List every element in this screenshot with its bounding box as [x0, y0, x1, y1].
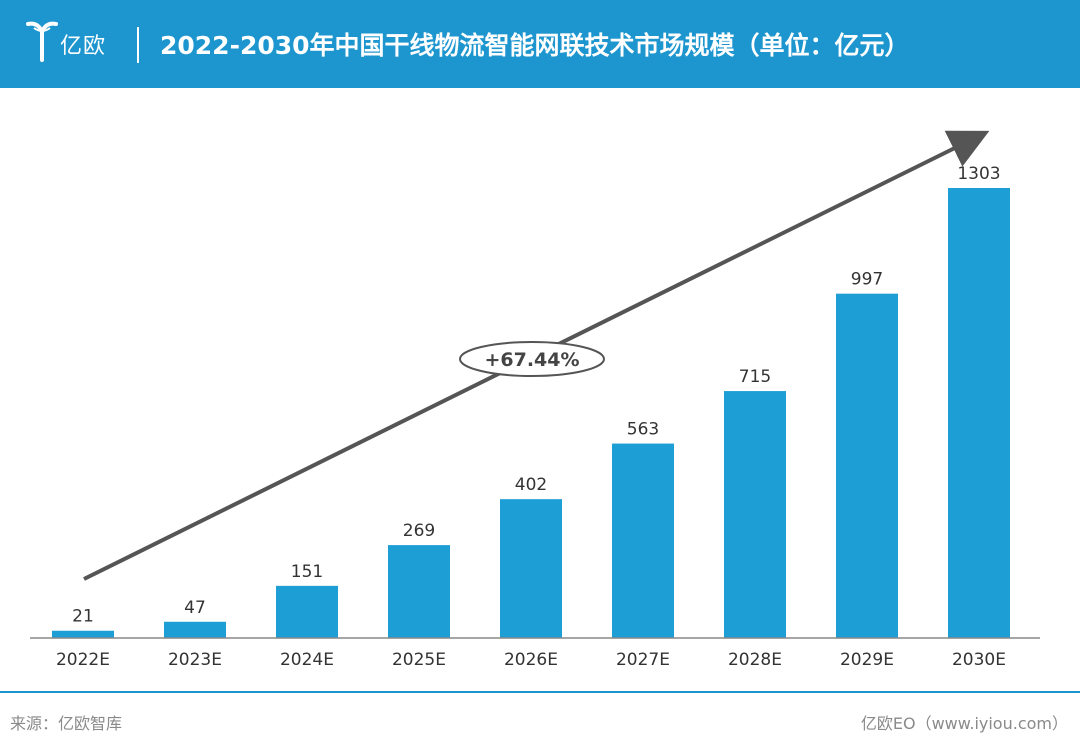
- bar-2024E: [276, 585, 338, 638]
- value-label-2026E: 402: [515, 475, 547, 495]
- logo-text: 亿欧: [60, 34, 107, 59]
- footer-divider: [0, 691, 1080, 693]
- value-label-2023E: 47: [184, 598, 206, 618]
- credit-note: 亿欧EO（www.iyiou.com）: [860, 714, 1068, 733]
- x-tick-2030E: 2030E: [952, 650, 1006, 670]
- x-tick-2023E: 2023E: [168, 650, 222, 670]
- value-label-2024E: 151: [291, 562, 323, 582]
- bars-group: 21 47 151 269 402 563 715 997 1303: [52, 164, 1010, 638]
- header-divider: [137, 27, 139, 63]
- x-tick-2026E: 2026E: [504, 650, 558, 670]
- growth-annotation: +67.44%: [484, 349, 579, 371]
- value-label-2025E: 269: [403, 521, 435, 541]
- yiou-logo-icon: [26, 21, 58, 62]
- x-tick-2028E: 2028E: [728, 650, 782, 670]
- x-tick-2029E: 2029E: [840, 650, 894, 670]
- x-tick-2022E: 2022E: [56, 650, 110, 670]
- growth-ellipse: [459, 341, 605, 377]
- bar-2027E: [612, 443, 674, 638]
- bar-2026E: [500, 499, 562, 638]
- bar-2029E: [836, 293, 898, 638]
- x-tick-2027E: 2027E: [616, 650, 670, 670]
- value-label-2028E: 715: [739, 367, 771, 387]
- x-tick-2025E: 2025E: [392, 650, 446, 670]
- x-tick-2024E: 2024E: [280, 650, 334, 670]
- source-note: 来源：亿欧智库: [10, 714, 123, 733]
- header-banner: 亿欧 2022-2030年中国干线物流智能网联技术市场规模（单位：亿元）: [0, 0, 1080, 88]
- bar-2022E: [52, 630, 114, 638]
- value-label-2027E: 563: [627, 420, 659, 440]
- x-tick-labels: 2022E 2023E 2024E 2025E 2026E 2027E 2028E 2029E…: [56, 650, 1006, 670]
- value-label-2030E: 1303: [957, 164, 1000, 184]
- bar-2030E: [948, 188, 1010, 638]
- value-label-2022E: 21: [72, 607, 94, 627]
- value-label-2029E: 997: [851, 270, 883, 290]
- bar-2028E: [724, 391, 786, 638]
- chart-title: 2022-2030年中国干线物流智能网联技术市场规模（单位：亿元）: [160, 31, 910, 60]
- bar-2025E: [388, 545, 450, 638]
- bar-2023E: [164, 621, 226, 638]
